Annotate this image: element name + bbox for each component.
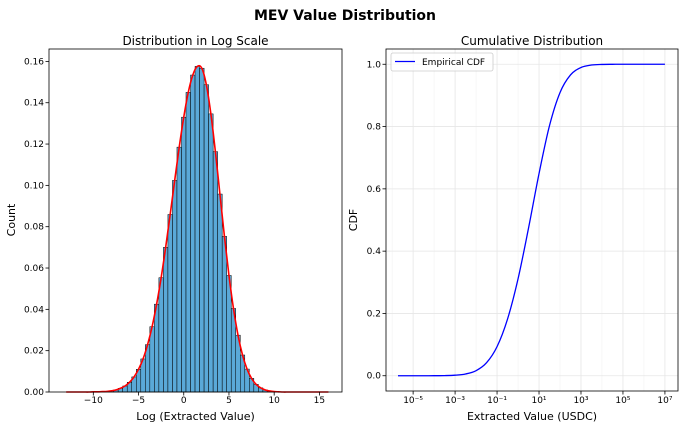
histogram-bar [167, 214, 173, 393]
x-tick-label: 10⁷ [657, 396, 672, 406]
histogram-bar [212, 151, 218, 393]
y-tick-label: 0.16 [24, 57, 44, 67]
y-tick-label: 0.14 [24, 99, 44, 109]
legend-box [390, 52, 494, 72]
x-tick-label: 10⁵ [615, 396, 630, 406]
x-tick-label: −5 [132, 396, 145, 406]
legend: Empirical CDF [390, 52, 494, 72]
histogram-bar [203, 84, 209, 393]
x-tick-label: 10⁻⁵ [403, 396, 423, 406]
histogram-title: Distribution in Log Scale [122, 34, 268, 48]
x-tick-label: 0 [181, 396, 187, 406]
histogram-bar [176, 146, 182, 393]
cdf-line [397, 63, 665, 377]
histogram-bar [185, 92, 191, 393]
x-tick-label: 10¹ [531, 396, 546, 406]
histogram-bar [181, 116, 187, 393]
histogram-ylabel: Count [5, 203, 18, 236]
cdf-chart: Cumulative Distribution Extracted Value … [347, 34, 679, 423]
x-tick-label: −10 [84, 396, 103, 406]
histogram-bar [221, 236, 227, 393]
cdf-title: Cumulative Distribution [461, 34, 603, 48]
histogram-chart: Distribution in Log Scale Log (Extracted… [5, 34, 343, 423]
y-tick-label: 0.8 [367, 123, 382, 133]
x-tick-label: 10 [268, 396, 280, 406]
x-tick-label: 10³ [573, 396, 588, 406]
x-tick-label: 15 [314, 396, 325, 406]
histogram-axes-frame [48, 48, 343, 393]
histogram-bar [208, 113, 214, 393]
cdf-ylabel: CDF [347, 209, 360, 231]
histogram-bar [190, 74, 196, 393]
figure-title: MEV Value Distribution [254, 8, 436, 24]
histogram-xlabel: Log (Extracted Value) [136, 410, 255, 423]
histogram-bar [172, 180, 178, 393]
y-tick-label: 0.2 [367, 309, 381, 319]
histogram-bar [194, 66, 200, 393]
y-tick-label: 0.0 [367, 372, 382, 382]
histogram-bar [154, 303, 160, 393]
x-tick-label: 10⁻³ [445, 396, 465, 406]
y-tick-label: 0.08 [24, 223, 44, 233]
histogram-bar [217, 193, 223, 393]
y-tick-label: 0.10 [24, 181, 44, 191]
y-tick-label: 0.04 [24, 305, 44, 315]
histogram-bar [199, 67, 205, 393]
y-tick-label: 1.0 [367, 60, 382, 70]
legend-label: Empirical CDF [422, 58, 485, 68]
y-tick-label: 0.06 [24, 264, 44, 274]
x-tick-label: 10⁻¹ [487, 396, 507, 406]
y-tick-label: 0.02 [24, 347, 44, 357]
y-tick-label: 0.12 [24, 140, 44, 150]
y-tick-label: 0.4 [367, 247, 382, 257]
cdf-axes-frame [385, 48, 679, 392]
histogram-bar [163, 247, 169, 393]
y-tick-label: 0.6 [367, 185, 382, 195]
x-tick-label: 5 [226, 396, 232, 406]
y-tick-label: 0.00 [24, 388, 44, 398]
histogram-bar [158, 277, 164, 393]
cdf-xlabel: Extracted Value (USDC) [467, 410, 597, 423]
